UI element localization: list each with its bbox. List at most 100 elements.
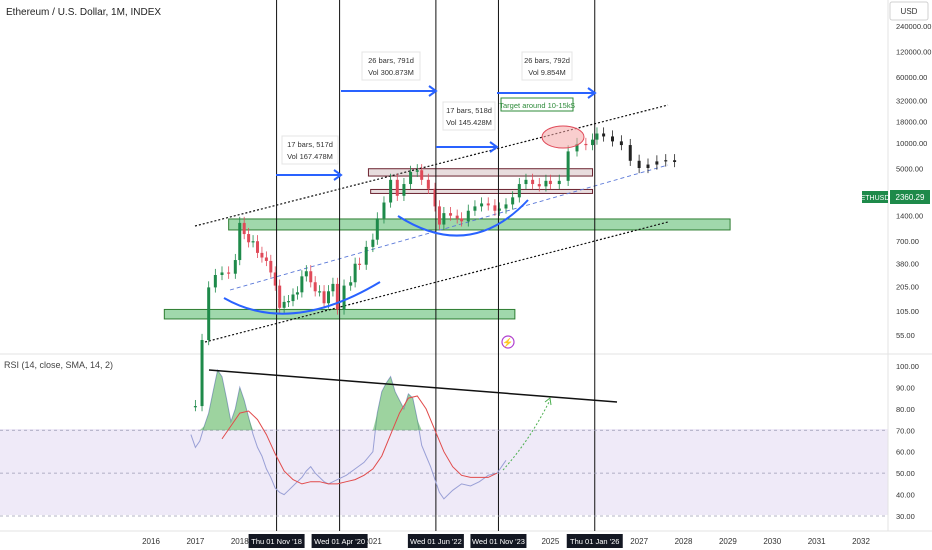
price-tick: 120000.00 xyxy=(896,48,931,57)
candle-body xyxy=(264,257,268,261)
candle-body xyxy=(591,139,595,146)
rsi-tick: 40.00 xyxy=(896,491,915,500)
candle-body xyxy=(251,241,255,243)
lightning-icon[interactable] xyxy=(501,335,515,349)
currency-button[interactable] xyxy=(889,1,929,21)
price-tick: 380.00 xyxy=(896,260,919,269)
rsi-ma-line xyxy=(221,395,498,485)
rsi-tick: 60.00 xyxy=(896,448,915,457)
candle-body xyxy=(291,294,295,302)
candle-body xyxy=(426,179,430,189)
price-zone xyxy=(370,188,594,194)
candle-body xyxy=(375,218,379,240)
candle-body xyxy=(595,133,599,140)
candle-body xyxy=(207,287,211,341)
candle-body xyxy=(466,210,470,222)
measure-arrow-1-head xyxy=(333,169,343,181)
cup-arc-1 xyxy=(223,281,381,315)
rsi-overbought-fill xyxy=(190,370,506,431)
price-tick: 5000.00 xyxy=(896,165,923,174)
rsi-tick: 70.00 xyxy=(896,426,915,435)
time-tick: 2016 xyxy=(142,537,160,546)
rsi-tick: 80.00 xyxy=(896,405,915,414)
measure-box-4: 26 bars, 792d Vol 9.854M xyxy=(521,51,573,81)
target-ellipse xyxy=(541,125,585,149)
measure-box-1: 17 bars, 517d Vol 167.478M xyxy=(281,135,339,165)
candle-body xyxy=(327,291,330,304)
candle-body xyxy=(295,292,299,295)
measure-vol-2: Vol 300.873M xyxy=(368,68,414,77)
time-marker-label: Wed 01 Jun '22 xyxy=(410,537,462,546)
candle-body xyxy=(517,184,521,198)
rsi-tick: 50.00 xyxy=(896,469,915,478)
candle-body xyxy=(537,184,541,187)
candle-body xyxy=(260,252,264,258)
candle-body xyxy=(358,263,362,265)
price-zone xyxy=(367,168,594,177)
measure-box-3: 17 bars, 518d Vol 145.428M xyxy=(442,101,496,131)
measure-bars-4: 26 bars, 792d xyxy=(524,56,570,65)
candle-body xyxy=(322,291,326,304)
candle-body xyxy=(531,179,535,185)
measure-bars-2: 26 bars, 791d xyxy=(368,56,414,65)
candle-body xyxy=(371,239,375,247)
candle-body xyxy=(524,179,528,185)
rsi-projection-head xyxy=(544,397,552,406)
time-tick: 2029 xyxy=(719,537,737,546)
candle-body xyxy=(449,213,453,216)
measure-bars-1: 17 bars, 517d xyxy=(287,140,333,149)
price-tick: 18000.00 xyxy=(896,118,927,127)
time-tick: 2025 xyxy=(541,537,559,546)
price-tick: 240000.00 xyxy=(896,22,931,31)
candle-body xyxy=(602,133,606,137)
rsi-band xyxy=(0,429,888,515)
candle-body xyxy=(278,285,282,308)
candle-body xyxy=(637,160,641,168)
candle-body xyxy=(566,151,570,181)
candle-body xyxy=(318,291,322,293)
time-tick: 2018 xyxy=(231,537,249,546)
candle-body xyxy=(247,234,251,243)
candle-body xyxy=(619,141,623,146)
time-tick: 2028 xyxy=(675,537,693,546)
time-marker-tag xyxy=(407,534,464,548)
time-tick: 2017 xyxy=(186,537,204,546)
time-marker-tag xyxy=(248,534,305,548)
rsi-label: RSI (14, close, SMA, 14, 2) xyxy=(4,360,113,370)
candle-body xyxy=(455,215,459,219)
candle-body xyxy=(437,206,441,225)
price-tick: 32000.00 xyxy=(896,96,927,105)
rsi-tick: 30.00 xyxy=(896,512,915,521)
rsi-projection xyxy=(502,399,551,471)
price-tag-value-box xyxy=(890,190,930,204)
candle-body xyxy=(331,283,335,292)
candle-body xyxy=(409,171,413,185)
lightning-glyph: ⚡ xyxy=(502,337,513,349)
rsi-tick: 90.00 xyxy=(896,383,915,392)
chart-title: Ethereum / U.S. Dollar, 1M, INDEX xyxy=(6,7,161,18)
candle-body xyxy=(382,202,386,219)
candle-body xyxy=(220,272,224,275)
candle-body xyxy=(575,143,579,152)
candle-body xyxy=(497,208,501,211)
candle-body xyxy=(287,301,291,303)
candle-body xyxy=(364,246,368,265)
time-marker-label: Thu 01 Jan '26 xyxy=(570,537,619,546)
time-marker-tag xyxy=(470,534,527,548)
time-marker-label: Wed 01 Apr '20 xyxy=(314,537,365,546)
measure-vol-3: Vol 145.428M xyxy=(446,118,492,127)
candle-body xyxy=(282,301,286,308)
candle-body xyxy=(269,260,273,273)
measure-vol-1: Vol 167.478M xyxy=(287,152,333,161)
candle-body xyxy=(493,205,497,211)
candle-body xyxy=(313,282,317,292)
currency-label: USD xyxy=(901,7,918,16)
price-zone xyxy=(228,218,731,231)
candle-body xyxy=(415,170,419,172)
candle-body xyxy=(335,283,339,310)
price-tick: 55.00 xyxy=(896,331,915,340)
candle-body xyxy=(395,179,399,196)
time-marker-label: Thu 01 Nov '18 xyxy=(251,537,302,546)
time-marker-label: Wed 01 Nov '23 xyxy=(472,537,525,546)
